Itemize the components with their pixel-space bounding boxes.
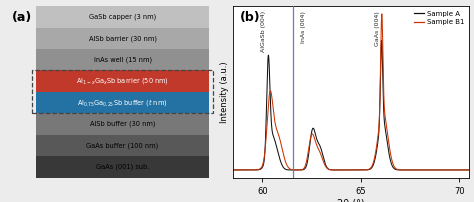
- Text: GaAs (001) sub.: GaAs (001) sub.: [96, 164, 149, 170]
- Sample B1: [257, 168, 263, 170]
- Sample B1: [437, 169, 442, 171]
- Sample B1: [271, 113, 277, 115]
- Bar: [36, 113, 209, 135]
- Sample A: [379, 39, 384, 42]
- Text: InAs well (15 nm): InAs well (15 nm): [93, 57, 152, 63]
- Bar: [36, 6, 209, 27]
- Sample A: [437, 169, 442, 171]
- Text: GaSb capper (3 nm): GaSb capper (3 nm): [89, 14, 156, 20]
- Sample A: [320, 157, 326, 159]
- Text: GaAs buffer (100 nm): GaAs buffer (100 nm): [86, 142, 159, 149]
- Bar: [36, 135, 209, 156]
- Bar: [36, 27, 209, 49]
- Bar: [36, 70, 209, 92]
- Line: Sample B1: Sample B1: [233, 14, 469, 170]
- X-axis label: 2θ (°): 2θ (°): [337, 199, 365, 202]
- Y-axis label: Intensity (a.u.): Intensity (a.u.): [219, 61, 228, 123]
- Text: Al$_{0.75}$Ga$_{0.25}$Sb buffer ($t$ nm): Al$_{0.75}$Ga$_{0.25}$Sb buffer ($t$ nm): [77, 97, 168, 108]
- Sample B1: [230, 169, 236, 171]
- Sample B1: [320, 161, 326, 163]
- Bar: [32, 70, 213, 113]
- Text: (a): (a): [11, 11, 32, 24]
- Bar: [36, 49, 209, 70]
- Text: GaAs (004): GaAs (004): [375, 11, 380, 46]
- Bar: [36, 156, 209, 178]
- Sample A: [230, 169, 236, 171]
- Text: AlGaSb (004): AlGaSb (004): [261, 11, 266, 52]
- Sample B1: [379, 13, 385, 15]
- Sample B1: [422, 169, 428, 171]
- Sample A: [466, 169, 472, 171]
- Sample A: [257, 168, 263, 171]
- Sample A: [271, 136, 277, 139]
- Text: AlSb barrier (30 nm): AlSb barrier (30 nm): [89, 35, 156, 41]
- Text: AlSb buffer (30 nm): AlSb buffer (30 nm): [90, 121, 155, 127]
- Sample A: [462, 169, 467, 171]
- Line: Sample A: Sample A: [233, 40, 469, 170]
- Legend: Sample A, Sample B1: Sample A, Sample B1: [412, 9, 466, 26]
- Sample B1: [462, 169, 468, 171]
- Text: (b): (b): [240, 11, 261, 24]
- Text: InAs (004): InAs (004): [301, 11, 306, 43]
- Sample A: [331, 169, 337, 171]
- Bar: [36, 92, 209, 113]
- Sample B1: [466, 169, 472, 171]
- Sample B1: [331, 169, 337, 171]
- Text: Al$_{1-x}$Ga$_x$Sb barrier (50 nm): Al$_{1-x}$Ga$_x$Sb barrier (50 nm): [76, 76, 169, 86]
